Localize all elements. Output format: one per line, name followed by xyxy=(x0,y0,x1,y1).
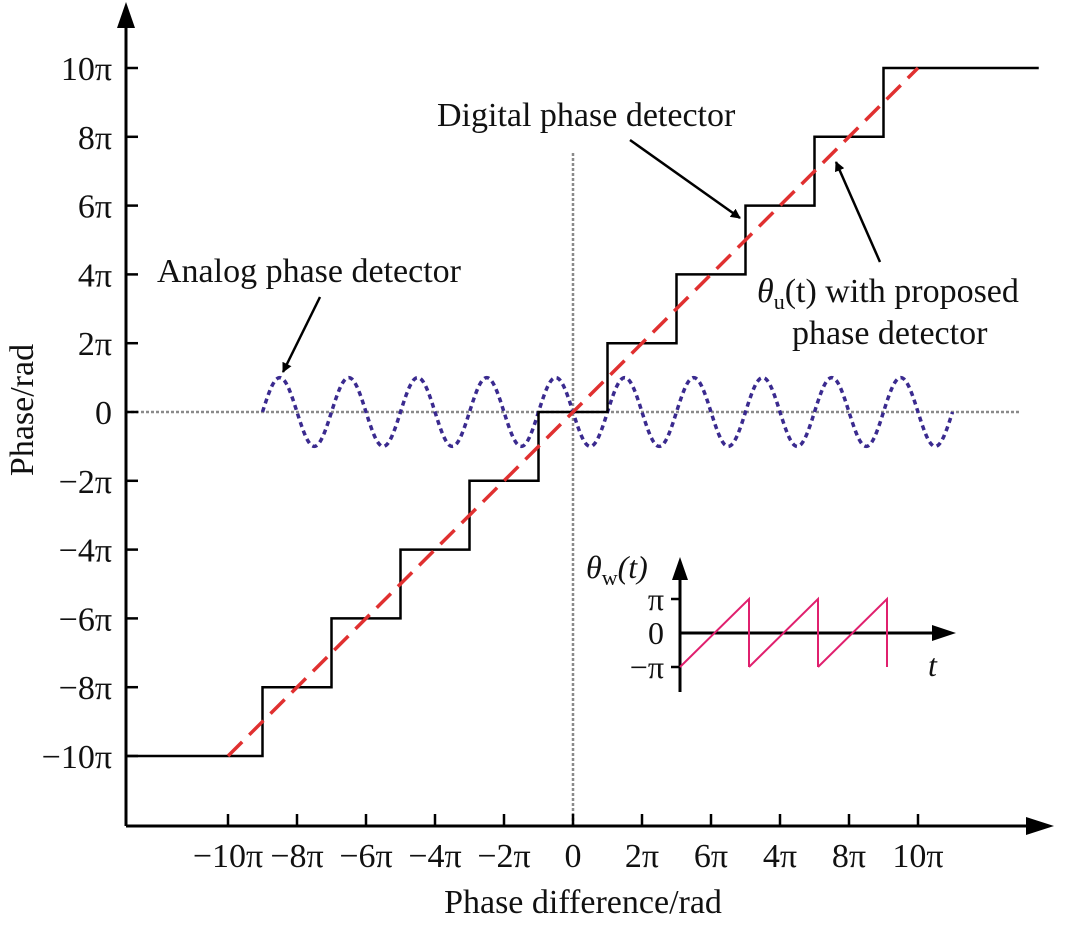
x-tick-label: 8π xyxy=(832,838,866,875)
x-ticks: −10π −8π −6π −4π −2π 0 2π 6π 4π 8π 10π xyxy=(193,814,944,875)
y-tick-label: 6π xyxy=(78,189,112,226)
annotation-digital-arrow xyxy=(629,138,741,220)
inset-title: θw(t) xyxy=(586,549,648,590)
x-tick-label: −4π xyxy=(408,838,461,875)
y-tick-label: −10π xyxy=(42,739,112,776)
x-tick-label: −6π xyxy=(339,838,392,875)
annotation-proposed-line1: θu(t) with proposed xyxy=(757,273,1019,314)
theta-w-symbol: θ xyxy=(586,549,602,585)
y-tick-label: 2π xyxy=(78,326,112,363)
annotation-analog-arrow xyxy=(281,296,322,373)
y-axis-title: Phase/rad xyxy=(4,344,41,476)
inset-ytick-zero: 0 xyxy=(648,615,664,651)
y-tick-label: 4π xyxy=(78,257,112,294)
x-tick-label: −10π xyxy=(193,838,263,875)
annotation-analog: Analog phase detector xyxy=(157,253,462,290)
x-axis-title: Phase difference/rad xyxy=(444,884,722,921)
annotations: Digital phase detector Analog phase dete… xyxy=(157,97,1019,373)
axes xyxy=(117,2,1054,835)
annotation-proposed-arrow xyxy=(834,161,882,263)
x-tick-label: 4π xyxy=(763,838,797,875)
x-tick-label: −2π xyxy=(477,838,530,875)
inset-y-arrow xyxy=(672,557,688,580)
theta-u-arg: (t) xyxy=(785,273,817,310)
y-ticks: 10π 8π 6π 4π 2π 0 −2π −4π −6π −8π −10π xyxy=(42,51,138,776)
inset-ytick-negpi: −π xyxy=(630,649,664,685)
x-tick-label: 10π xyxy=(892,838,943,875)
x-tick-label: 6π xyxy=(694,838,728,875)
inset-ytick-pi: π xyxy=(648,581,664,617)
y-tick-label: 10π xyxy=(61,51,112,88)
theta-w-arg: (t) xyxy=(618,549,648,585)
annotation-proposed-line2: phase detector xyxy=(792,315,988,352)
theta-w-sub: w xyxy=(602,565,618,590)
x-tick-label: 2π xyxy=(625,838,659,875)
x-axis-arrow xyxy=(1026,817,1054,835)
series-layer xyxy=(126,66,1039,758)
y-axis-arrow xyxy=(117,2,135,28)
y-tick-label: 0 xyxy=(95,395,112,432)
y-tick-label: −6π xyxy=(59,601,112,638)
y-tick-label: 8π xyxy=(78,120,112,157)
inset-sawtooth-line xyxy=(679,596,888,668)
theta-u-rest: with proposed xyxy=(817,273,1019,310)
inset-sawtooth: θw(t) π 0 −π t xyxy=(586,549,956,692)
proposed-phase-detector-line xyxy=(226,66,920,758)
y-tick-label: −4π xyxy=(59,533,112,570)
x-tick-label: −8π xyxy=(270,838,323,875)
inset-x-arrow xyxy=(932,625,956,641)
x-tick-label: 0 xyxy=(565,838,582,875)
theta-u-sub: u xyxy=(774,289,785,314)
inset-x-label: t xyxy=(928,647,938,683)
y-tick-label: −8π xyxy=(59,670,112,707)
annotation-digital: Digital phase detector xyxy=(437,97,736,134)
theta-u-symbol: θ xyxy=(757,273,774,310)
inset-sawtooth-path xyxy=(679,596,888,668)
y-tick-label: −2π xyxy=(59,464,112,501)
